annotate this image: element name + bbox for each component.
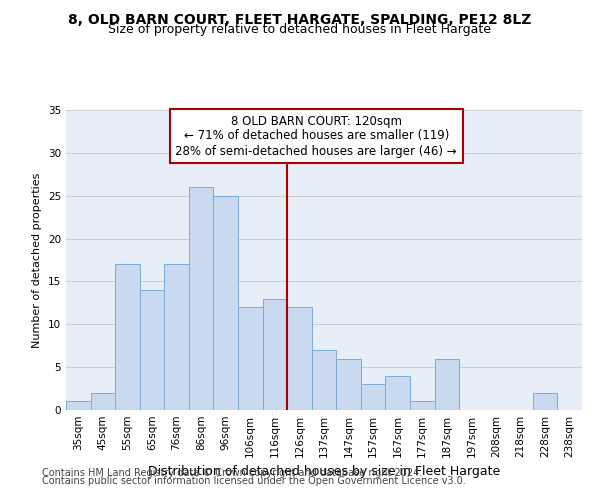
Text: Size of property relative to detached houses in Fleet Hargate: Size of property relative to detached ho… [109, 22, 491, 36]
Bar [385, 376, 410, 410]
Bar [312, 350, 336, 410]
Y-axis label: Number of detached properties: Number of detached properties [32, 172, 43, 348]
Bar [263, 298, 287, 410]
Bar [336, 358, 361, 410]
Text: 8, OLD BARN COURT, FLEET HARGATE, SPALDING, PE12 8LZ: 8, OLD BARN COURT, FLEET HARGATE, SPALDI… [68, 12, 532, 26]
Bar [140, 290, 164, 410]
Bar [238, 307, 263, 410]
Text: 8 OLD BARN COURT: 120sqm
← 71% of detached houses are smaller (119)
28% of semi-: 8 OLD BARN COURT: 120sqm ← 71% of detach… [175, 114, 457, 158]
Text: Contains public sector information licensed under the Open Government Licence v3: Contains public sector information licen… [42, 476, 466, 486]
Bar [189, 187, 214, 410]
Bar [214, 196, 238, 410]
Bar [533, 393, 557, 410]
Bar [115, 264, 140, 410]
Bar [91, 393, 115, 410]
Bar [287, 307, 312, 410]
Bar [164, 264, 189, 410]
Bar [361, 384, 385, 410]
Bar [66, 402, 91, 410]
Text: Contains HM Land Registry data © Crown copyright and database right 2024.: Contains HM Land Registry data © Crown c… [42, 468, 422, 477]
X-axis label: Distribution of detached houses by size in Fleet Hargate: Distribution of detached houses by size … [148, 466, 500, 478]
Bar [434, 358, 459, 410]
Bar [410, 402, 434, 410]
